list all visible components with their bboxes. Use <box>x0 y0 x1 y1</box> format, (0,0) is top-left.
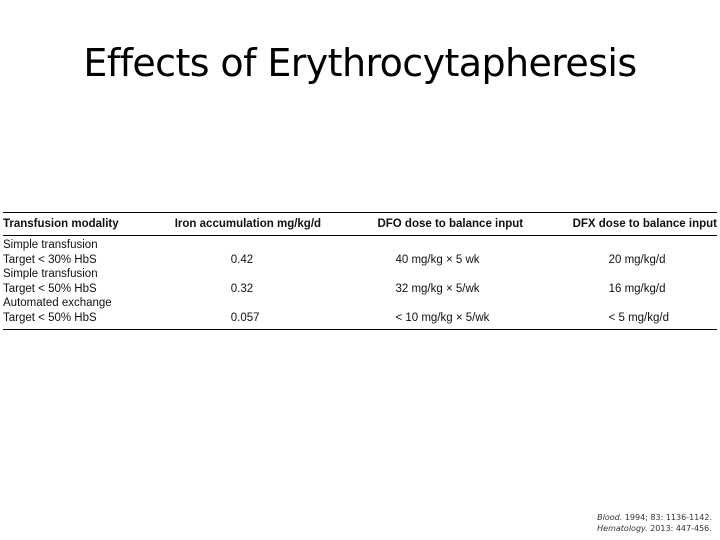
cell-modality: Target < 30% HbS <box>3 253 97 266</box>
cell-dfx <box>573 267 717 282</box>
cell-iron: 0.42 <box>230 253 254 266</box>
header-dfx-dose: DFX dose to balance input <box>572 212 717 236</box>
citation-line: Hematology. 2013: 447-456. <box>597 523 712 534</box>
citation-block: Blood. 1994; 83: 1136-1142. Hematology. … <box>597 512 712 534</box>
citation-detail: 2013: 447-456. <box>650 524 712 533</box>
cell-dfx: 20 mg/kg/d <box>608 253 666 266</box>
cell-modality: Target < 50% HbS <box>3 310 175 330</box>
cell-modality: Simple transfusion <box>3 239 98 251</box>
cell-dfo: 32 mg/kg × 5/wk <box>395 282 480 295</box>
header-dfo-dose: DFO dose to balance input <box>377 212 573 236</box>
citation-line: Blood. 1994; 83: 1136-1142. <box>597 512 712 523</box>
cell-dfx: < 5 mg/kg/d <box>572 310 717 330</box>
table-body: Simple transfusion Target < 30% HbS 0.42… <box>3 236 717 330</box>
table-row: Target < 50% HbS 0.32 32 mg/kg × 5/wk 16… <box>3 282 717 297</box>
cell-dfx <box>573 296 717 311</box>
citation-journal: Hematology. <box>597 524 648 533</box>
table-row: Simple transfusion <box>3 236 717 253</box>
cell-modality: Target < 50% HbS <box>3 282 97 295</box>
cell-dfo: < 10 mg/kg × 5/wk <box>377 310 573 330</box>
cell-dfo: 40 mg/kg × 5 wk <box>395 253 480 266</box>
table-row: Target < 30% HbS 0.42 40 mg/kg × 5 wk 20… <box>3 253 717 268</box>
cell-iron <box>175 267 378 282</box>
table-header: Transfusion modality Iron accumulation m… <box>3 212 717 236</box>
table-row: Automated exchange <box>3 296 717 311</box>
transfusion-table: Transfusion modality Iron accumulation m… <box>3 212 717 330</box>
transfusion-table-container: Transfusion modality Iron accumulation m… <box>3 212 717 330</box>
cell-dfo <box>377 236 572 253</box>
slide-title: Effects of Erythrocytapheresis <box>83 41 637 85</box>
cell-modality: Simple transfusion <box>3 268 98 280</box>
cell-iron: 0.32 <box>230 282 254 295</box>
header-iron-accumulation: Iron accumulation mg/kg/d <box>174 212 378 236</box>
table-row: Target < 50% HbS 0.057 < 10 mg/kg × 5/wk… <box>3 310 717 330</box>
table-row: Simple transfusion <box>3 267 717 282</box>
citation-detail: 1994; 83: 1136-1142. <box>624 513 712 522</box>
header-row: Transfusion modality Iron accumulation m… <box>3 212 717 236</box>
cell-modality: Automated exchange <box>3 297 112 309</box>
cell-dfo <box>377 296 572 311</box>
cell-iron: 0.057 <box>174 310 378 330</box>
cell-dfx <box>573 236 717 253</box>
header-transfusion-modality: Transfusion modality <box>3 212 175 236</box>
cell-dfo <box>377 267 572 282</box>
cell-iron <box>175 296 378 311</box>
cell-dfx: 16 mg/kg/d <box>608 282 666 295</box>
cell-iron <box>175 236 378 253</box>
citation-journal: Blood. <box>597 513 623 522</box>
